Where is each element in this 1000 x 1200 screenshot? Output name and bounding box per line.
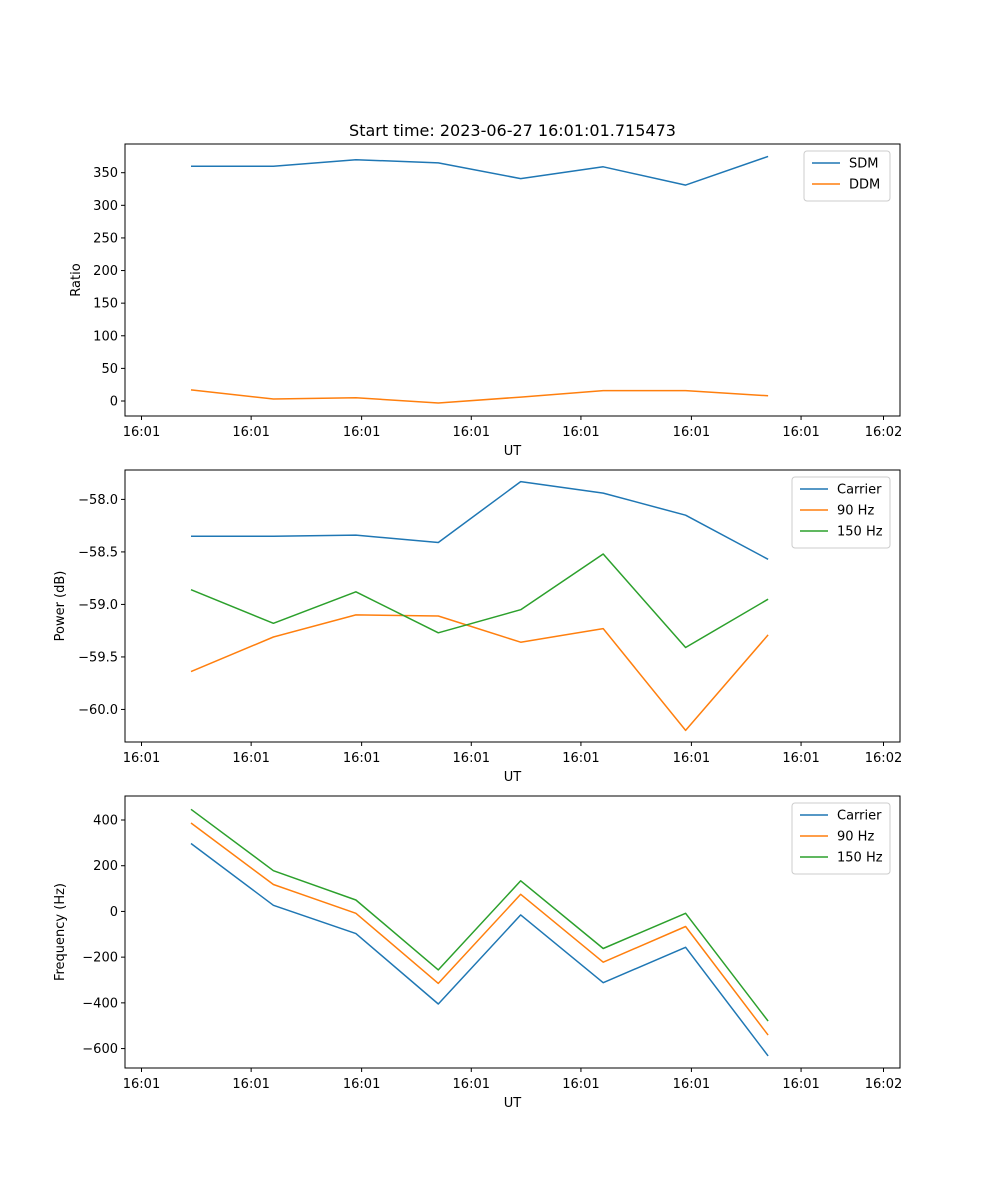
x-tick-label: 16:02 <box>865 1077 902 1092</box>
series-line-90-hz <box>190 614 769 732</box>
x-tick-label: 16:01 <box>343 751 380 766</box>
legend-label: 90 Hz <box>837 830 874 845</box>
y-tick-label: 50 <box>101 362 118 377</box>
y-tick-label: 350 <box>93 166 118 181</box>
series-line-carrier <box>191 480 769 560</box>
y-tick-label: 200 <box>93 859 118 874</box>
x-tick-label: 16:01 <box>673 1077 710 1092</box>
y-tick-label: −600 <box>82 1042 118 1057</box>
y-axis-label: Frequency (Hz) <box>53 883 68 981</box>
x-tick-label: 16:01 <box>232 1077 269 1092</box>
x-tick-label: 16:01 <box>453 425 490 440</box>
x-tick-label: 16:01 <box>562 1077 599 1092</box>
y-tick-label: −200 <box>82 951 118 966</box>
x-tick-label: 16:01 <box>673 751 710 766</box>
y-tick-label: −59.5 <box>78 650 118 665</box>
legend-label: SDM <box>849 157 878 172</box>
x-tick-label: 16:02 <box>865 425 902 440</box>
y-axis-label: Ratio <box>69 263 84 296</box>
x-tick-label: 16:01 <box>782 1077 819 1092</box>
series-line-90-hz <box>190 822 769 1036</box>
series-line-carrier <box>190 842 769 1057</box>
y-tick-label: 200 <box>93 264 118 279</box>
y-tick-label: 0 <box>110 394 118 409</box>
x-tick-label: 16:01 <box>232 425 269 440</box>
y-axis-label: Power (dB) <box>53 571 68 642</box>
y-tick-label: 300 <box>93 199 118 214</box>
x-tick-label: 16:01 <box>123 751 160 766</box>
y-tick-label: 150 <box>93 297 118 312</box>
x-axis-label: UT <box>504 1096 522 1111</box>
legend-label: 90 Hz <box>837 504 874 519</box>
y-tick-label: −400 <box>82 996 118 1011</box>
frequency-panel: 16:01 16:01 16:01 16:01 16:01 16:01 16:01 16:02… <box>53 795 902 1111</box>
x-tick-label: 16:01 <box>343 1077 380 1092</box>
y-tick-label: −59.0 <box>78 598 118 613</box>
series-line-sdm <box>191 155 769 186</box>
legend-label: Carrier <box>837 809 882 824</box>
x-axis-label: UT <box>504 770 522 785</box>
series-line-150-hz <box>190 808 769 1022</box>
x-axis-label: UT <box>504 444 522 459</box>
legend-label: 150 Hz <box>837 851 883 866</box>
y-tick-label: −58.5 <box>78 545 118 560</box>
power-panel: 16:01 16:01 16:01 16:01 16:01 16:01 16:01 16:02… <box>53 469 902 785</box>
y-tick-label: 250 <box>93 231 118 246</box>
legend-label: Carrier <box>837 483 882 498</box>
legend-label: DDM <box>849 178 880 193</box>
x-tick-label: 16:01 <box>232 751 269 766</box>
x-tick-label: 16:01 <box>782 751 819 766</box>
axes-frame <box>124 795 901 1069</box>
x-tick-label: 16:01 <box>453 751 490 766</box>
x-tick-label: 16:01 <box>343 425 380 440</box>
x-tick-label: 16:01 <box>673 425 710 440</box>
x-tick-label: 16:01 <box>782 425 819 440</box>
y-tick-label: 100 <box>93 329 118 344</box>
x-tick-label: 16:01 <box>123 1077 160 1092</box>
series-line-150-hz <box>190 553 769 649</box>
y-tick-label: −58.0 <box>78 493 118 508</box>
figure-title: Start time: 2023-06-27 16:01:01.715473 <box>349 121 676 140</box>
ratio-panel: 16:01 16:01 16:01 16:01 16:01 16:01 16:01 16:02… <box>69 143 902 459</box>
x-tick-label: 16:01 <box>562 425 599 440</box>
x-tick-label: 16:01 <box>562 751 599 766</box>
x-tick-label: 16:01 <box>123 425 160 440</box>
legend-label: 150 Hz <box>837 525 883 540</box>
x-tick-label: 16:02 <box>865 751 902 766</box>
y-tick-label: −60.0 <box>78 703 118 718</box>
axes-frame <box>124 469 901 743</box>
y-tick-label: 0 <box>110 905 118 920</box>
axes-frame <box>124 143 901 417</box>
series-line-ddm <box>190 389 769 404</box>
y-tick-label: 400 <box>93 814 118 829</box>
x-tick-label: 16:01 <box>453 1077 490 1092</box>
